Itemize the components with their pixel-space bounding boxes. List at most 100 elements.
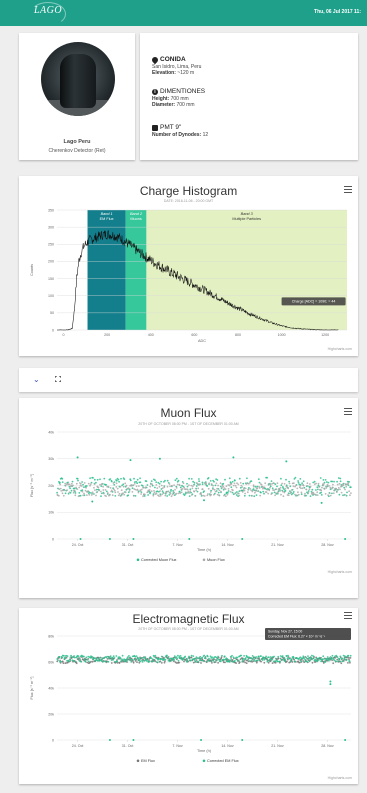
flux-point (349, 657, 352, 659)
flux-point (266, 488, 269, 491)
flux-point (348, 658, 350, 661)
flux-point (176, 483, 179, 486)
flux-point (140, 488, 143, 491)
muon-flux-title: Muon Flux (160, 406, 217, 420)
flux-point (110, 489, 113, 492)
flux-point (258, 487, 261, 489)
flux-point (170, 657, 172, 660)
flux-point (216, 479, 219, 481)
chevron-down-icon[interactable]: ⌄ (33, 375, 40, 384)
flux-point (292, 492, 294, 495)
flux-point (276, 660, 279, 663)
flux-point (317, 484, 320, 487)
flux-point (278, 488, 281, 490)
flux-point (267, 492, 270, 495)
highcharts-credits[interactable]: Highcharts.com (327, 776, 352, 780)
flux-point (297, 493, 300, 496)
flux-point (155, 492, 158, 495)
flux-point (292, 656, 295, 659)
y-tick-label: 80k (48, 634, 54, 638)
x-tick-label: 1200 (321, 333, 329, 337)
flux-outlier-point (329, 683, 332, 686)
flux-point (288, 480, 290, 483)
flux-point (251, 655, 254, 657)
flux-point (223, 655, 226, 658)
flux-point (58, 488, 61, 491)
flux-point (269, 656, 272, 658)
flux-point (269, 485, 272, 488)
flux-point (256, 487, 259, 490)
flux-point (270, 480, 273, 482)
flux-point (117, 478, 120, 481)
flux-point (125, 660, 127, 663)
flux-point (265, 491, 268, 494)
flux-point (212, 488, 214, 491)
flux-point (154, 479, 156, 482)
flux-point (127, 494, 130, 497)
flux-point (314, 661, 317, 663)
flux-point (174, 479, 177, 482)
flux-point (210, 483, 213, 485)
flux-point (167, 659, 170, 662)
flux-low-point (79, 538, 82, 540)
flux-point (149, 485, 152, 488)
y-tick-label: 20k (48, 484, 54, 488)
flux-point (159, 490, 162, 492)
flux-point (58, 656, 61, 658)
flux-point (227, 660, 229, 663)
flux-point (101, 492, 103, 495)
flux-point (212, 657, 215, 660)
flux-point (157, 481, 160, 484)
flux-point (264, 482, 267, 485)
flux-point (221, 654, 223, 657)
flux-point (323, 658, 325, 660)
flux-point (268, 656, 270, 659)
flux-point (120, 660, 122, 662)
highcharts-credits[interactable]: Highcharts.com (327, 347, 352, 351)
site-card: Lago Peru Cherenkov Detector (Ret) (19, 33, 135, 160)
flux-point (201, 483, 204, 486)
flux-point (293, 478, 296, 480)
flux-point (133, 477, 135, 480)
flux-point (61, 477, 64, 480)
chart-menu-icon[interactable] (344, 612, 352, 619)
flux-point (291, 661, 294, 663)
flux-point (173, 484, 176, 486)
flux-point (288, 657, 291, 660)
flux-point (64, 485, 67, 487)
logo-swoosh-icon (30, 2, 66, 26)
charge-histogram-title: Charge Histogram (139, 184, 238, 198)
flux-point (113, 657, 116, 659)
flux-point (237, 492, 239, 495)
diameter-value: 700 mm (176, 102, 195, 108)
flux-point (177, 492, 180, 495)
flux-point (286, 485, 288, 488)
lago-logo[interactable]: LAGO (34, 5, 63, 16)
pmt-title: PMT 9" (152, 124, 208, 132)
chart-menu-icon[interactable] (344, 186, 352, 193)
flux-point (290, 493, 293, 496)
flux-point (308, 660, 311, 663)
flux-point (86, 658, 89, 661)
flux-point (255, 494, 258, 496)
flux-point (242, 482, 245, 485)
flux-point (166, 485, 169, 488)
flux-point (274, 483, 277, 486)
flux-point (68, 660, 70, 663)
flux-point (213, 493, 215, 496)
flux-point (132, 484, 134, 487)
highcharts-credits[interactable]: Highcharts.com (327, 570, 352, 574)
flux-point (296, 487, 299, 490)
flux-point (131, 491, 134, 493)
flux-point (267, 661, 270, 664)
flux-point (340, 662, 343, 665)
flux-point (309, 483, 311, 485)
chart-menu-icon[interactable] (344, 408, 352, 415)
x-tick-label: 14. Nov (221, 744, 234, 748)
flux-point (309, 658, 312, 661)
flux-point (199, 655, 202, 658)
fullscreen-icon[interactable] (55, 376, 61, 382)
flux-point (87, 660, 90, 663)
flux-point (242, 488, 245, 491)
flux-point (94, 660, 96, 662)
